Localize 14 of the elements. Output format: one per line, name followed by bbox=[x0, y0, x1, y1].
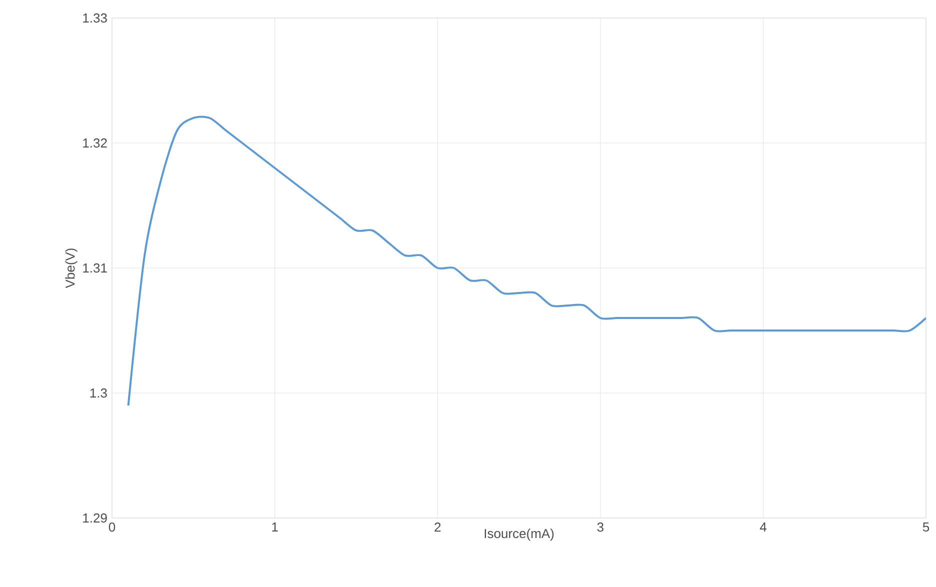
y-axis-title: Vbe(V) bbox=[65, 248, 78, 288]
x-tick-label: 2 bbox=[434, 522, 441, 532]
x-tick-label: 5 bbox=[922, 522, 930, 532]
line-series bbox=[127, 116, 926, 406]
x-axis-title: Isource(mA) bbox=[484, 528, 554, 541]
y-tick-label: 1.32 bbox=[83, 138, 107, 148]
y-tick-label: 1.31 bbox=[83, 263, 107, 273]
y-tick-label: 1.3 bbox=[90, 388, 107, 398]
x-tick-label: 0 bbox=[108, 522, 116, 532]
x-tick-label: 1 bbox=[272, 522, 278, 532]
y-tick-label: 1.33 bbox=[83, 13, 107, 23]
y-tick-label: 1.29 bbox=[83, 513, 107, 523]
x-tick-label: 4 bbox=[760, 522, 766, 532]
x-tick-label: 3 bbox=[597, 522, 604, 532]
